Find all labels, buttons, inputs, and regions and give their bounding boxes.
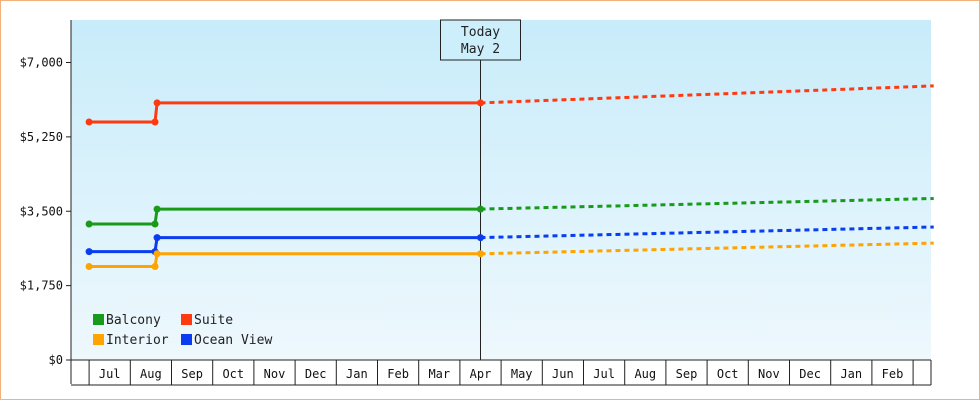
legend-swatch-interior: [93, 334, 104, 345]
legend-swatch-ocean-view: [181, 334, 192, 345]
y-tick-label: $5,250: [20, 130, 63, 144]
today-label: Today: [461, 25, 500, 40]
data-point-balcony[interactable]: [153, 205, 161, 213]
x-tick-label: Jul: [99, 367, 121, 381]
series-line-suite: [89, 101, 481, 124]
x-tick-label: Sep: [181, 367, 203, 381]
legend-label-ocean-view: Ocean View: [194, 333, 272, 348]
y-tick-label: $7,000: [20, 56, 63, 70]
data-point-interior[interactable]: [153, 250, 161, 258]
legend-label-balcony: Balcony: [106, 313, 161, 328]
x-tick-label: Jul: [593, 367, 615, 381]
x-tick-label: Aug: [634, 367, 656, 381]
legend-swatch-balcony: [93, 314, 104, 325]
series-forecast-ocean-view: [480, 225, 934, 240]
series-balcony: [85, 197, 934, 228]
series-forecast-interior: [480, 241, 934, 256]
x-tick-label: Feb: [882, 367, 904, 381]
data-point-balcony[interactable]: [477, 205, 484, 213]
x-tick-label: Oct: [222, 367, 244, 381]
series-line-interior: [89, 252, 481, 268]
data-point-interior[interactable]: [151, 263, 159, 270]
series-forecast-balcony: [480, 197, 934, 211]
plot-area: [71, 20, 931, 360]
x-tick-label: Feb: [387, 367, 409, 381]
data-point-interior[interactable]: [85, 263, 93, 270]
legend-label-interior: Interior: [106, 333, 169, 348]
x-tick-label: Jan: [840, 367, 862, 381]
series-interior: [85, 241, 934, 270]
legend-label-suite: Suite: [194, 313, 233, 328]
today-date: May 2: [461, 42, 500, 57]
data-point-ocean-view[interactable]: [153, 234, 161, 242]
series-line-balcony: [89, 207, 481, 226]
x-tick-label: May: [511, 367, 533, 381]
data-point-ocean-view[interactable]: [477, 234, 484, 242]
data-point-balcony[interactable]: [151, 220, 159, 228]
x-tick-label: Jun: [552, 367, 574, 381]
data-point-suite[interactable]: [151, 118, 159, 126]
data-point-ocean-view[interactable]: [85, 248, 93, 256]
y-tick-label: $1,750: [20, 279, 63, 293]
data-point-balcony[interactable]: [85, 220, 93, 228]
x-tick-label: Apr: [470, 367, 492, 381]
x-tick-label: Aug: [140, 367, 162, 381]
series-line-ocean-view: [89, 236, 481, 254]
series-ocean-view: [85, 225, 934, 256]
x-tick-label: Oct: [717, 367, 739, 381]
x-tick-label: Mar: [428, 367, 450, 381]
data-point-interior[interactable]: [477, 250, 484, 258]
x-tick-label: Sep: [676, 367, 698, 381]
data-point-suite[interactable]: [153, 99, 161, 107]
x-tick-label: Nov: [758, 367, 780, 381]
y-tick-label: $3,500: [20, 204, 63, 218]
x-tick-label: Nov: [264, 367, 286, 381]
x-tick-label: Dec: [305, 367, 327, 381]
data-point-suite[interactable]: [85, 118, 93, 126]
series-suite: [85, 84, 934, 126]
series-forecast-suite: [480, 84, 934, 105]
y-tick-label: $0: [49, 353, 63, 367]
legend-swatch-suite: [181, 314, 192, 325]
x-tick-label: Dec: [799, 367, 821, 381]
x-tick-label: Jan: [346, 367, 368, 381]
today-box: [440, 19, 521, 61]
data-point-suite[interactable]: [477, 99, 484, 107]
